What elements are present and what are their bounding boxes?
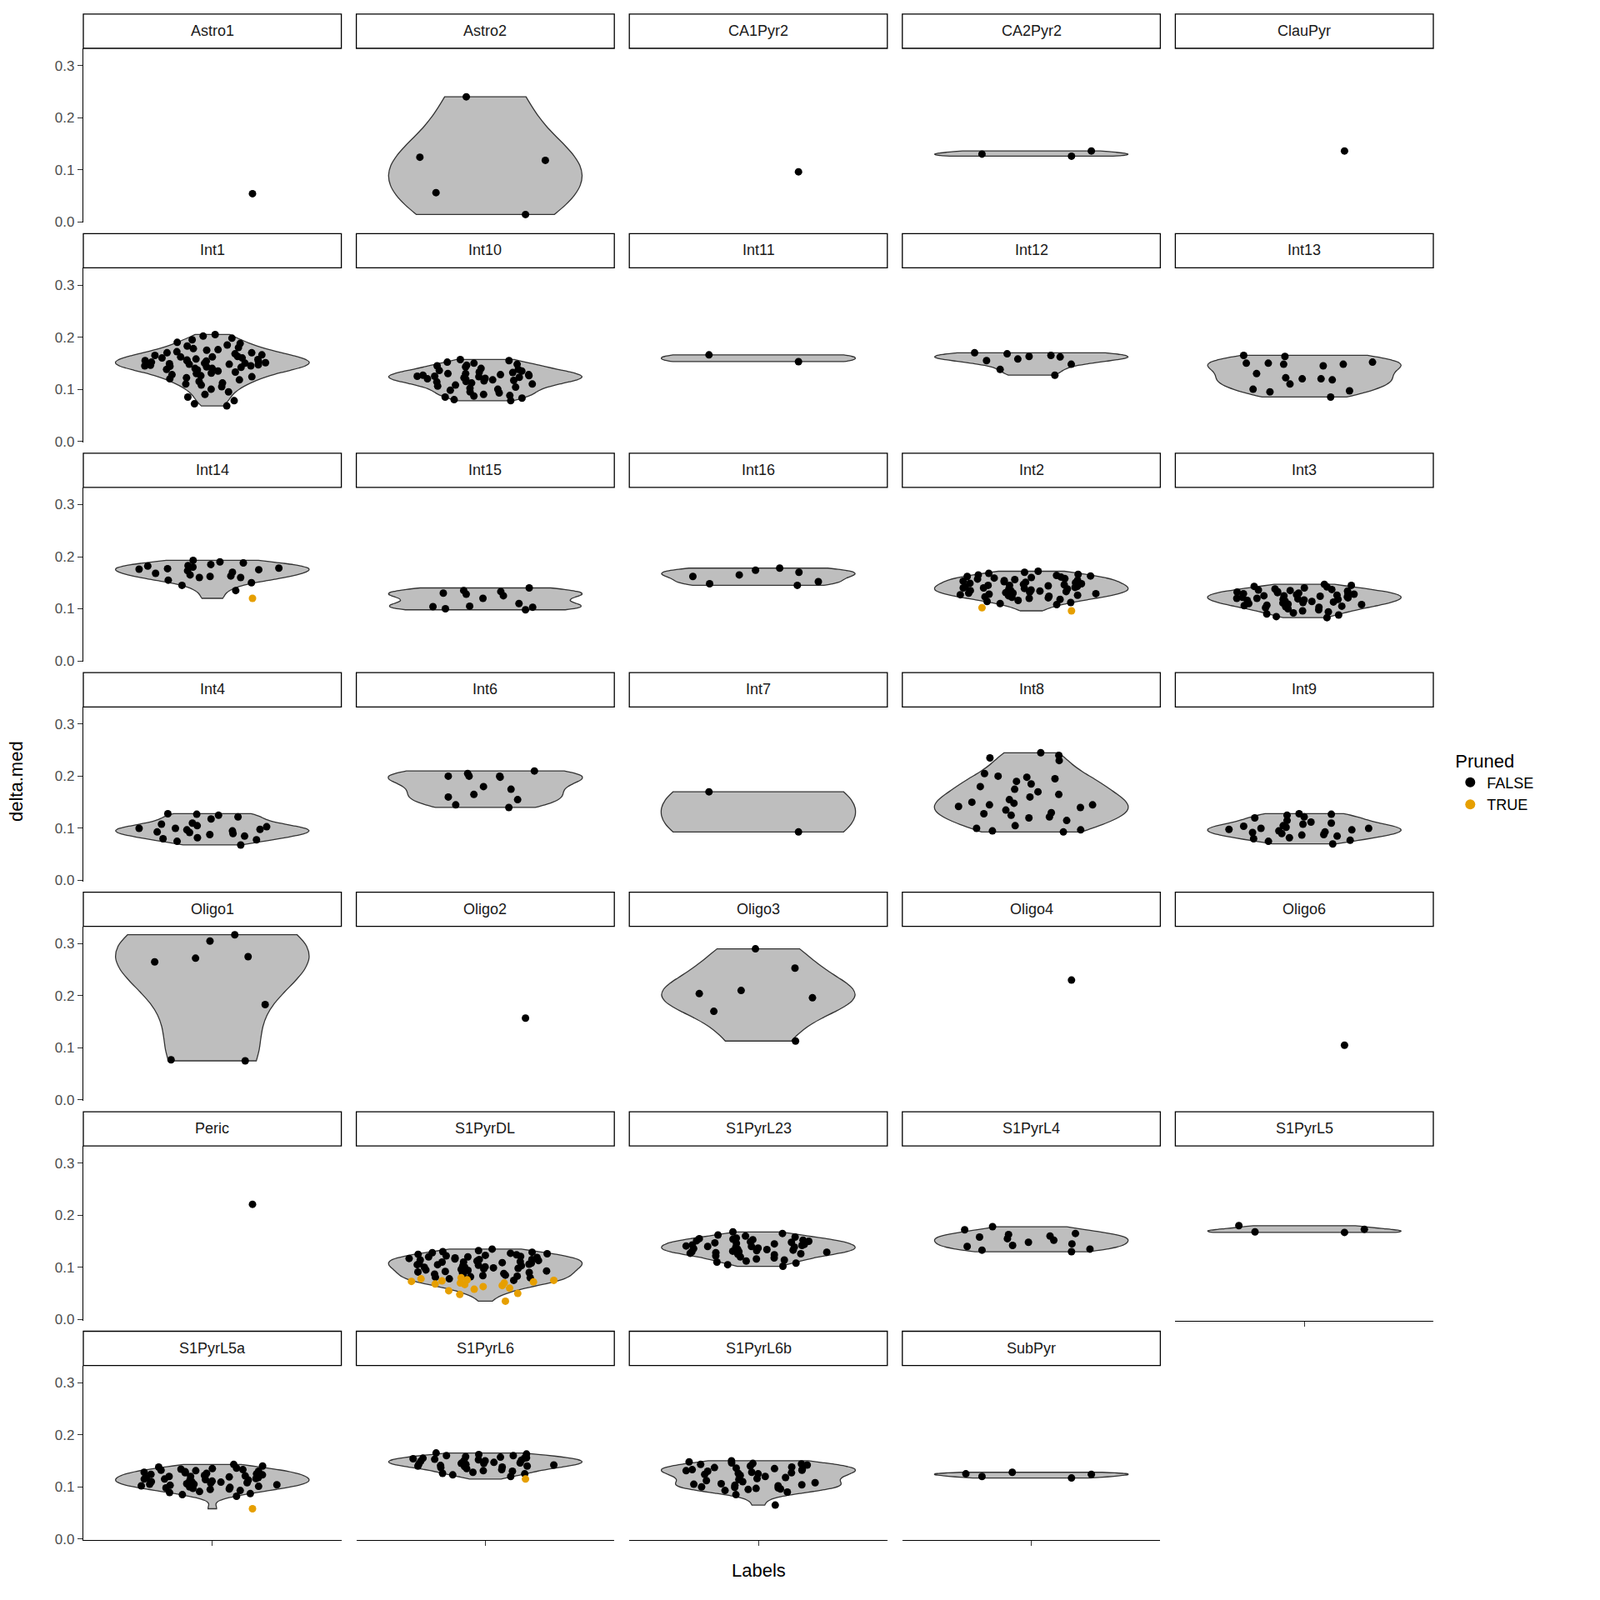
svg-text:CA1Pyr2: CA1Pyr2 xyxy=(728,22,789,40)
svg-text:Int3: Int3 xyxy=(1291,461,1317,479)
svg-text:Oligo3: Oligo3 xyxy=(736,900,780,918)
svg-text:Astro2: Astro2 xyxy=(463,22,507,40)
svg-text:FALSE: FALSE xyxy=(1486,775,1534,792)
svg-text:S1PyrL5: S1PyrL5 xyxy=(1275,1120,1334,1137)
svg-text:Pruned: Pruned xyxy=(1455,750,1515,772)
svg-text:Int2: Int2 xyxy=(1019,461,1045,479)
svg-text:Int16: Int16 xyxy=(741,461,775,479)
svg-text:0.1: 0.1 xyxy=(55,381,75,398)
svg-text:Int12: Int12 xyxy=(1015,241,1049,259)
svg-text:0.0: 0.0 xyxy=(55,1311,75,1328)
svg-text:Int1: Int1 xyxy=(200,241,225,259)
svg-text:Int13: Int13 xyxy=(1287,241,1321,259)
svg-text:S1PyrDL: S1PyrDL xyxy=(455,1120,515,1137)
svg-text:Int14: Int14 xyxy=(195,461,230,479)
svg-text:0.3: 0.3 xyxy=(55,716,75,733)
svg-text:0.3: 0.3 xyxy=(55,1155,75,1172)
svg-text:TRUE: TRUE xyxy=(1486,796,1528,814)
svg-text:0.2: 0.2 xyxy=(55,1207,75,1224)
svg-text:0.1: 0.1 xyxy=(55,600,75,617)
svg-text:0.2: 0.2 xyxy=(55,330,75,346)
svg-text:0.3: 0.3 xyxy=(55,1375,75,1391)
svg-text:CA2Pyr2: CA2Pyr2 xyxy=(1001,22,1062,40)
svg-text:Int6: Int6 xyxy=(472,680,498,698)
svg-text:Int10: Int10 xyxy=(468,241,502,259)
svg-text:Int11: Int11 xyxy=(742,241,775,259)
svg-text:0.3: 0.3 xyxy=(55,496,75,513)
svg-text:Int7: Int7 xyxy=(745,680,771,698)
svg-text:Oligo1: Oligo1 xyxy=(190,900,235,918)
svg-text:0.1: 0.1 xyxy=(55,1040,75,1056)
svg-text:0.2: 0.2 xyxy=(55,1427,75,1444)
svg-text:S1PyrL6b: S1PyrL6b xyxy=(725,1340,792,1357)
svg-text:0.2: 0.2 xyxy=(55,768,75,785)
svg-text:0.1: 0.1 xyxy=(55,1260,75,1276)
svg-text:0.0: 0.0 xyxy=(55,653,75,670)
svg-text:Oligo4: Oligo4 xyxy=(1010,900,1054,918)
svg-text:Int4: Int4 xyxy=(200,680,225,698)
svg-text:Peric: Peric xyxy=(195,1120,230,1137)
svg-text:0.3: 0.3 xyxy=(55,58,75,75)
svg-text:SubPyr: SubPyr xyxy=(1006,1340,1056,1357)
svg-text:delta.med: delta.med xyxy=(5,740,27,822)
svg-text:0.0: 0.0 xyxy=(55,214,75,230)
svg-text:0.2: 0.2 xyxy=(55,549,75,565)
svg-text:ClauPyr: ClauPyr xyxy=(1277,22,1331,40)
svg-text:Oligo6: Oligo6 xyxy=(1282,900,1326,918)
svg-text:0.0: 0.0 xyxy=(55,872,75,889)
svg-text:Oligo2: Oligo2 xyxy=(463,900,507,918)
svg-text:S1PyrL5a: S1PyrL5a xyxy=(179,1340,246,1357)
svg-text:Astro1: Astro1 xyxy=(190,22,235,40)
svg-text:0.1: 0.1 xyxy=(55,1479,75,1495)
svg-text:0.1: 0.1 xyxy=(55,820,75,837)
svg-text:0.0: 0.0 xyxy=(55,434,75,450)
svg-text:0.2: 0.2 xyxy=(55,988,75,1005)
svg-text:S1PyrL23: S1PyrL23 xyxy=(725,1120,792,1137)
svg-text:S1PyrL6: S1PyrL6 xyxy=(456,1340,515,1357)
svg-text:0.0: 0.0 xyxy=(55,1531,75,1548)
svg-text:0.0: 0.0 xyxy=(55,1092,75,1109)
svg-text:Int15: Int15 xyxy=(468,461,502,479)
svg-text:S1PyrL4: S1PyrL4 xyxy=(1002,1120,1060,1137)
svg-text:0.2: 0.2 xyxy=(55,110,75,126)
svg-text:0.3: 0.3 xyxy=(55,277,75,294)
svg-text:Labels: Labels xyxy=(731,1560,786,1581)
svg-text:Int8: Int8 xyxy=(1019,680,1045,698)
svg-text:0.3: 0.3 xyxy=(55,935,75,952)
svg-text:Int9: Int9 xyxy=(1291,680,1317,698)
svg-text:0.1: 0.1 xyxy=(55,162,75,179)
